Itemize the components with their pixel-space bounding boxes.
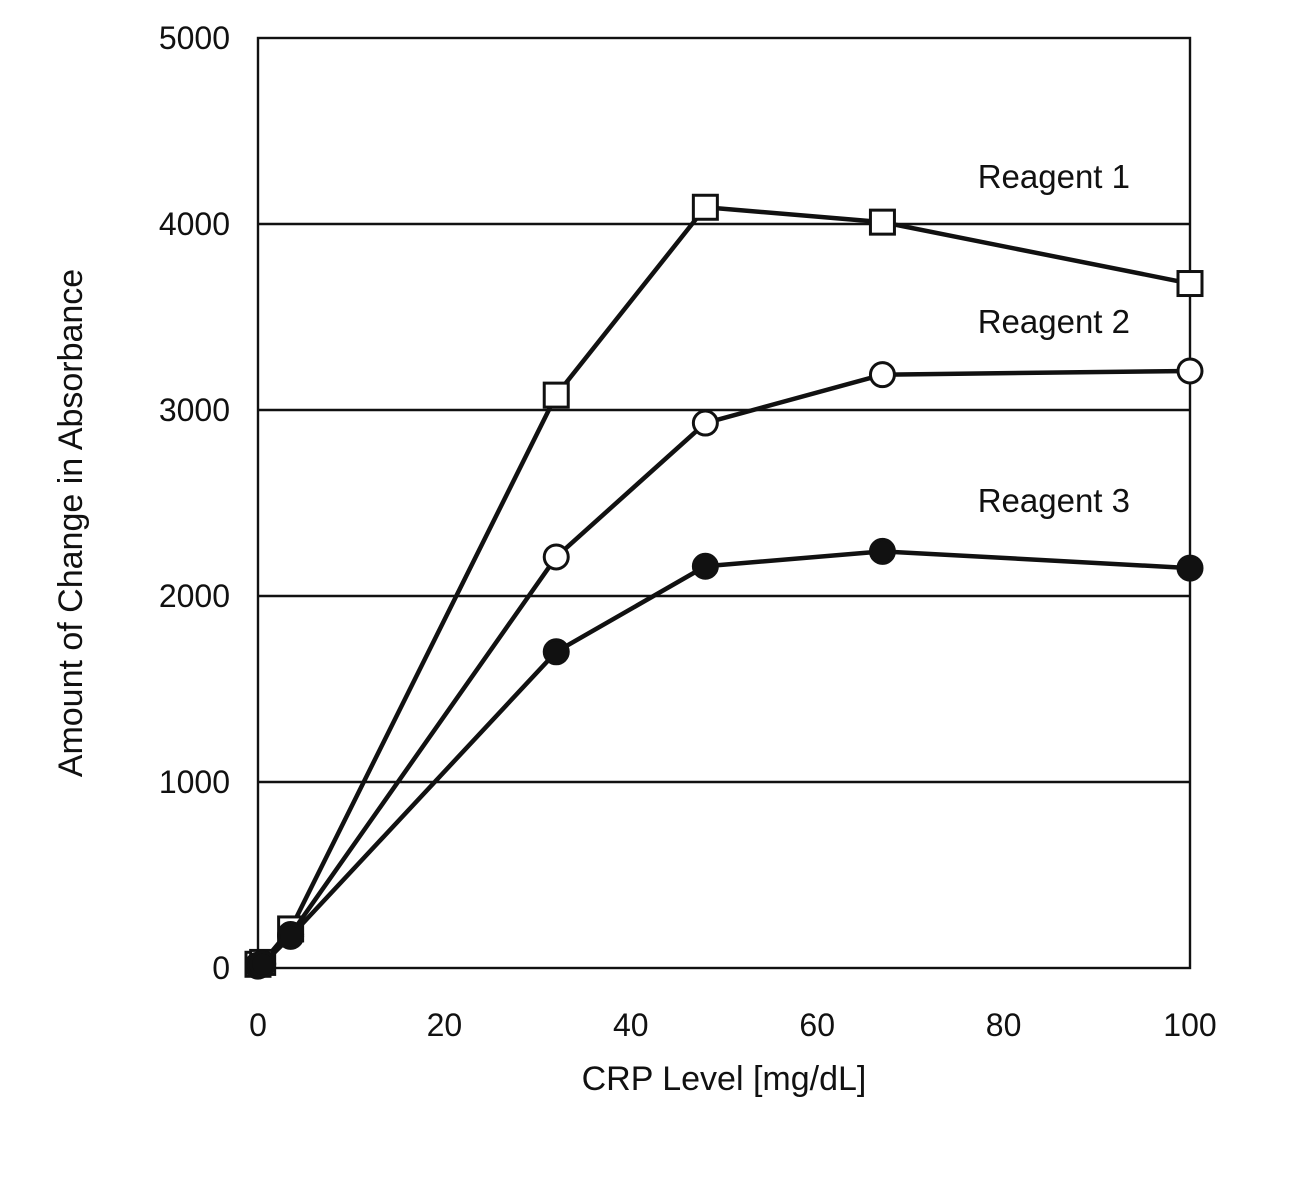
data-point <box>279 924 303 948</box>
data-point <box>544 545 568 569</box>
data-point <box>1178 556 1202 580</box>
x-tick-label: 60 <box>799 1007 835 1043</box>
x-axis-title: CRP Level [mg/dL] <box>582 1060 867 1098</box>
data-point <box>693 411 717 435</box>
x-tick-label: 40 <box>613 1007 649 1043</box>
series-label: Reagent 3 <box>978 482 1130 519</box>
series-label: Reagent 2 <box>978 303 1130 340</box>
y-axis-title: Amount of Change in Absorbance <box>52 269 90 777</box>
data-point <box>1178 272 1202 296</box>
series-2 <box>246 359 1202 977</box>
x-tick-label: 100 <box>1163 1007 1216 1043</box>
y-tick-label: 5000 <box>159 20 230 56</box>
data-point <box>870 539 894 563</box>
series-line <box>258 371 1190 965</box>
chart: 0 20 40 60 80 100 0 1000 2000 3000 4000 5000 Reage… <box>0 0 1303 1180</box>
y-tick-label: 3000 <box>159 392 230 428</box>
data-point <box>870 363 894 387</box>
series-3 <box>246 539 1202 978</box>
x-axis-ticks: 0 20 40 60 80 100 <box>249 1007 1217 1043</box>
x-tick-label: 20 <box>427 1007 463 1043</box>
y-tick-label: 2000 <box>159 578 230 614</box>
y-axis-ticks: 0 1000 2000 3000 4000 5000 <box>159 20 230 986</box>
data-point <box>693 195 717 219</box>
y-tick-label: 1000 <box>159 764 230 800</box>
data-point <box>544 640 568 664</box>
series-labels: Reagent 1 Reagent 2 Reagent 3 <box>978 158 1130 519</box>
y-tick-label: 0 <box>212 950 230 986</box>
data-point <box>544 383 568 407</box>
data-point <box>1178 359 1202 383</box>
x-tick-label: 80 <box>986 1007 1022 1043</box>
data-point <box>693 554 717 578</box>
series-line <box>258 551 1190 966</box>
data-point <box>870 210 894 234</box>
x-tick-label: 0 <box>249 1007 267 1043</box>
y-tick-label: 4000 <box>159 206 230 242</box>
data-point <box>251 952 275 976</box>
series-label: Reagent 1 <box>978 158 1130 195</box>
